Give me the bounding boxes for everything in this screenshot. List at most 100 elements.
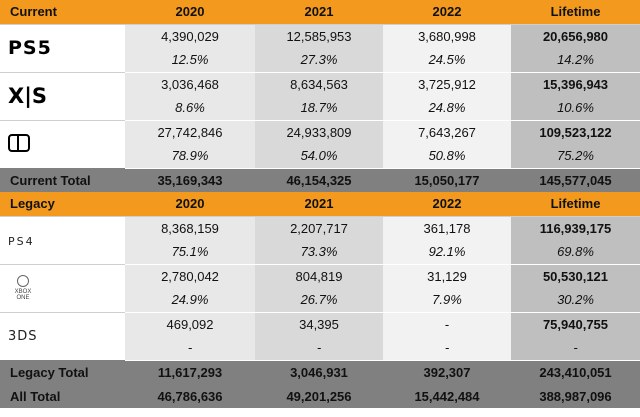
table-row: PS5 4,390,029 12,585,953 3,680,998 20,65… — [0, 23, 640, 72]
total-cell: 11,617,293 — [125, 360, 255, 384]
total-cell: 243,410,051 — [511, 360, 640, 384]
value-cell: 2,780,042 — [125, 263, 255, 288]
total-cell: 49,201,256 — [255, 384, 383, 408]
column-header-2021: 2021 — [255, 0, 383, 24]
share-cell: 69.8% — [511, 240, 640, 265]
value-cell: 469,092 — [125, 311, 255, 336]
lifetime-cell: 15,396,943 — [511, 71, 640, 96]
share-cell: 54.0% — [255, 144, 383, 169]
share-cell: 12.5% — [125, 48, 255, 73]
current-total-label: Current Total — [0, 168, 125, 192]
share-cell: 92.1% — [383, 240, 511, 265]
share-cell: 24.9% — [125, 288, 255, 313]
legacy-header-row: Legacy 2020 2021 2022 Lifetime — [0, 192, 640, 216]
column-header-lifetime: Lifetime — [511, 0, 640, 24]
share-cell: 73.3% — [255, 240, 383, 265]
table-row: 78.9% 54.0% 50.8% 75.2% — [0, 144, 640, 169]
share-cell: 50.8% — [383, 144, 511, 169]
xbox-one-logo-mark: XBOX ONE — [8, 274, 38, 301]
table-row: PS4 8,368,159 2,207,717 361,178 116,939,… — [0, 215, 640, 264]
table-row: 8.6% 18.7% 24.8% 10.6% — [0, 96, 640, 121]
lifetime-cell: 20,656,980 — [511, 23, 640, 48]
lifetime-cell: 75,940,755 — [511, 311, 640, 336]
value-cell: 361,178 — [383, 215, 511, 240]
value-cell: 3,680,998 — [383, 23, 511, 48]
value-cell: 31,129 — [383, 263, 511, 288]
share-cell: 75.2% — [511, 144, 640, 169]
table-row: X|S 3,036,468 8,634,563 3,725,912 15,396… — [0, 71, 640, 120]
ps4-logo: PS4 — [0, 215, 125, 264]
total-cell: 46,786,636 — [125, 384, 255, 408]
share-cell: 24.8% — [383, 96, 511, 121]
value-cell: 7,643,267 — [383, 119, 511, 144]
value-cell: 34,395 — [255, 311, 383, 336]
value-cell: 804,819 — [255, 263, 383, 288]
value-cell: 3,725,912 — [383, 71, 511, 96]
value-cell: - — [383, 311, 511, 336]
share-cell: 7.9% — [383, 288, 511, 313]
3ds-logo-text: 3DS — [8, 329, 38, 345]
total-cell: 15,050,177 — [383, 168, 511, 192]
value-cell: 3,036,468 — [125, 71, 255, 96]
current-section-label: Current — [0, 0, 125, 24]
total-cell: 3,046,931 — [255, 360, 383, 384]
ps4-logo-text: PS4 — [8, 234, 35, 248]
lifetime-cell: 116,939,175 — [511, 215, 640, 240]
column-header-lifetime: Lifetime — [511, 192, 640, 216]
all-total-row: All Total 46,786,636 49,201,256 15,442,4… — [0, 384, 640, 408]
total-cell: 46,154,325 — [255, 168, 383, 192]
share-cell: 14.2% — [511, 48, 640, 73]
share-cell: 8.6% — [125, 96, 255, 121]
value-cell: 8,368,159 — [125, 215, 255, 240]
column-header-2022: 2022 — [383, 192, 511, 216]
total-cell: 392,307 — [383, 360, 511, 384]
legacy-total-row: Legacy Total 11,617,293 3,046,931 392,30… — [0, 360, 640, 384]
share-cell: - — [383, 336, 511, 361]
share-cell: 10.6% — [511, 96, 640, 121]
table-row: 27,742,846 24,933,809 7,643,267 109,523,… — [0, 119, 640, 168]
table-row: 3DS 469,092 34,395 - 75,940,755 — [0, 311, 640, 360]
lifetime-cell: 109,523,122 — [511, 119, 640, 144]
total-cell: 35,169,343 — [125, 168, 255, 192]
share-cell: 24.5% — [383, 48, 511, 73]
share-cell: 26.7% — [255, 288, 383, 313]
xbox-one-logo-text: XBOX ONE — [14, 288, 32, 301]
total-cell: 388,987,096 — [511, 384, 640, 408]
value-cell: 12,585,953 — [255, 23, 383, 48]
table-row: 24.9% 26.7% 7.9% 30.2% — [0, 288, 640, 313]
legacy-total-label: Legacy Total — [0, 360, 125, 384]
value-cell: 4,390,029 — [125, 23, 255, 48]
column-header-2022: 2022 — [383, 0, 511, 24]
ps5-logo: PS5 — [0, 23, 125, 72]
value-cell: 24,933,809 — [255, 119, 383, 144]
3ds-logo: 3DS — [0, 311, 125, 360]
legacy-section-label: Legacy — [0, 192, 125, 216]
column-header-2020: 2020 — [125, 0, 255, 24]
value-cell: 2,207,717 — [255, 215, 383, 240]
share-cell: 75.1% — [125, 240, 255, 265]
share-cell: 78.9% — [125, 144, 255, 169]
share-cell: - — [125, 336, 255, 361]
column-header-2020: 2020 — [125, 192, 255, 216]
column-header-2021: 2021 — [255, 192, 383, 216]
xbox-one-logo: XBOX ONE — [0, 263, 125, 312]
xbox-series-logo: X|S — [0, 71, 125, 120]
share-cell: - — [511, 336, 640, 361]
total-cell: 15,442,484 — [383, 384, 511, 408]
xbox-series-logo-text: X|S — [8, 84, 47, 108]
value-cell: 8,634,563 — [255, 71, 383, 96]
share-cell: 27.3% — [255, 48, 383, 73]
value-cell: 27,742,846 — [125, 119, 255, 144]
table-row: XBOX ONE 2,780,042 804,819 31,129 50,530… — [0, 263, 640, 312]
total-cell: 145,577,045 — [511, 168, 640, 192]
share-cell: 18.7% — [255, 96, 383, 121]
table-row: - - - - — [0, 336, 640, 361]
lifetime-cell: 50,530,121 — [511, 263, 640, 288]
switch-icon — [8, 133, 30, 152]
share-cell: 30.2% — [511, 288, 640, 313]
ps5-logo-text: PS5 — [8, 37, 52, 59]
all-total-label: All Total — [0, 384, 125, 408]
current-header-row: Current 2020 2021 2022 Lifetime — [0, 0, 640, 24]
switch-logo — [0, 119, 125, 168]
sales-table: Current 2020 2021 2022 Lifetime PS5 4,39… — [0, 0, 640, 408]
